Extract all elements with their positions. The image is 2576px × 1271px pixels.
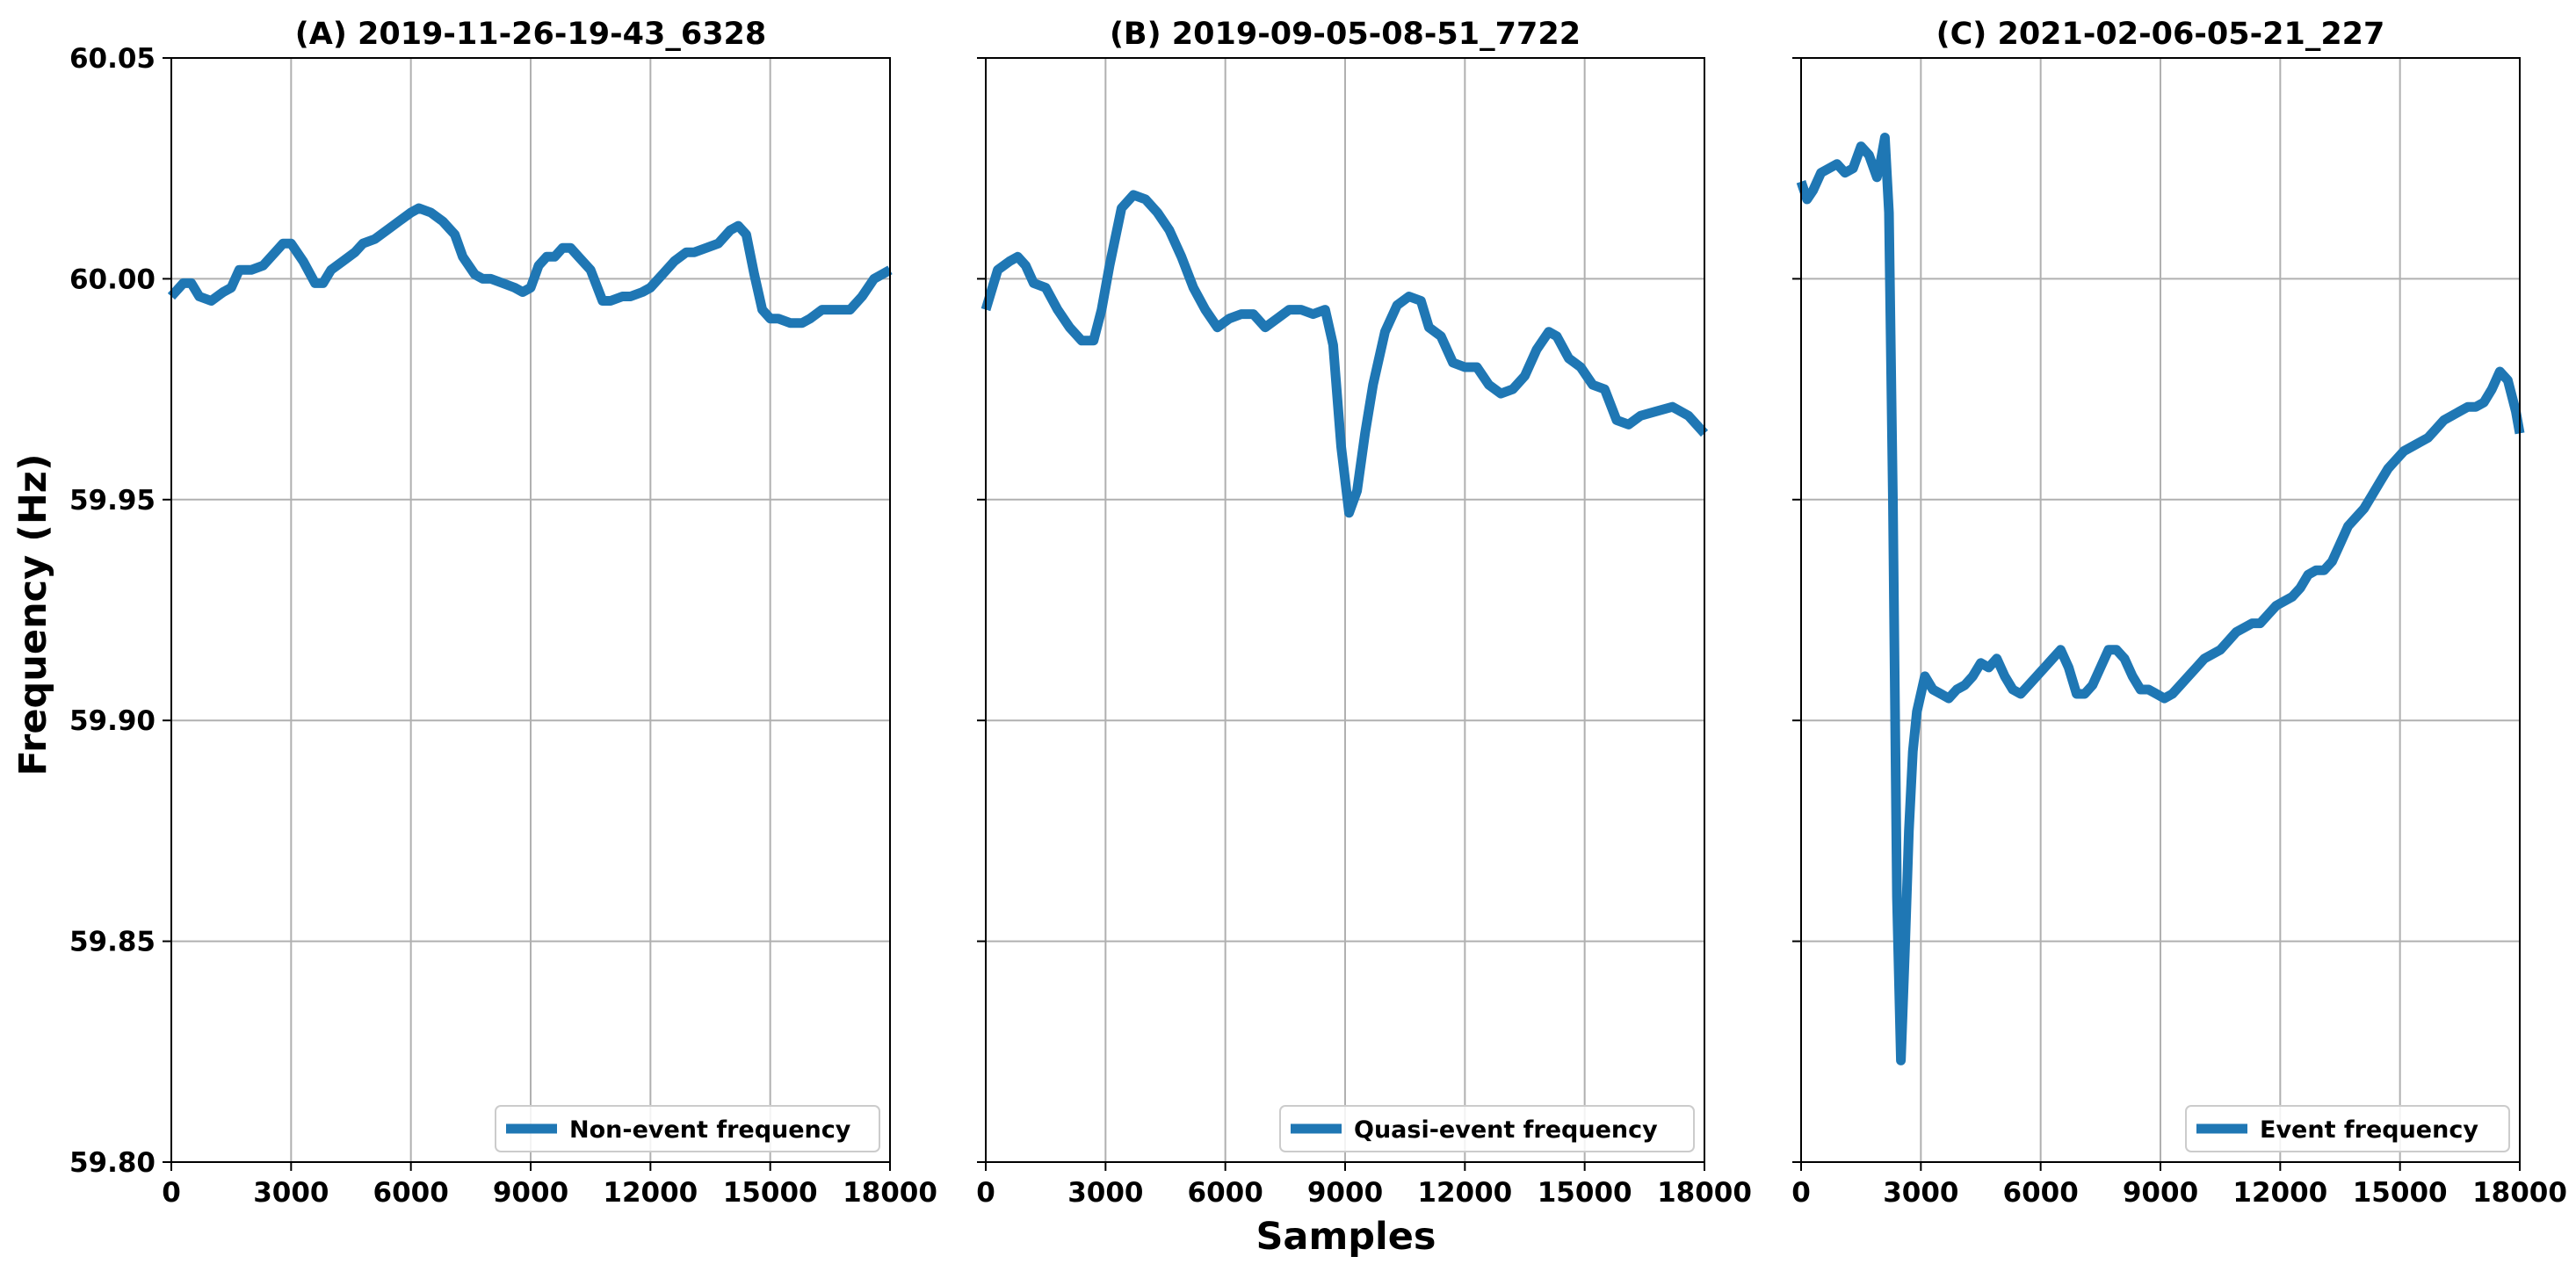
x-tick-label: 15000 [1538, 1177, 1632, 1209]
x-tick-label: 6000 [2003, 1177, 2079, 1209]
x-tick-label: 18000 [843, 1177, 937, 1209]
x-tick-label: 15000 [723, 1177, 818, 1209]
x-tick-label: 12000 [603, 1177, 698, 1209]
chart-panels: 0 3000 6000 9000 12000 15000 18000 59.80 59.85 59… [69, 17, 2567, 1209]
y-tick-label: 59.85 [69, 927, 156, 958]
x-tick-label: 0 [162, 1177, 181, 1209]
series-line-0 [980, 190, 1709, 518]
legend-box [495, 1105, 880, 1152]
y-tick-label: 59.80 [69, 1147, 156, 1179]
plot-frame [1800, 57, 2521, 1163]
legend-label: Quasi-event frequency [1354, 1116, 1658, 1144]
series-line-0 [1796, 133, 2525, 1065]
y-tick-label: 59.95 [69, 485, 156, 516]
figure-x-axis-label: Samples [1255, 1215, 1436, 1259]
chart-panel-2: 0 3000 6000 9000 12000 15000 18000 (C) 2021-02-… [1791, 17, 2567, 1209]
y-tick-label: 60.05 [69, 43, 156, 75]
plot-frame [985, 57, 1705, 1163]
x-tick-label: 9000 [2123, 1177, 2198, 1209]
series-line-0 [167, 203, 893, 329]
panel-title: (A) 2019-11-26-19-43_6328 [295, 17, 767, 52]
x-tick-label: 9000 [1307, 1177, 1383, 1209]
chart-panel-1: 0 3000 6000 9000 12000 15000 18000 (B) 2019-09-… [976, 17, 1752, 1209]
legend-box [2185, 1105, 2510, 1152]
x-tick-label: 12000 [1417, 1177, 1512, 1209]
legend-label: Non-event frequency [569, 1116, 851, 1144]
x-tick-label: 15000 [2353, 1177, 2448, 1209]
x-tick-label: 0 [1791, 1177, 1811, 1209]
x-tick-label: 3000 [1883, 1177, 1958, 1209]
chart-panel-0: 0 3000 6000 9000 12000 15000 18000 59.80 59.85 59… [69, 17, 937, 1209]
figure-y-axis-label: Frequency (Hz) [11, 454, 55, 776]
y-tick-label: 59.90 [69, 705, 156, 737]
panel-title: (B) 2019-09-05-08-51_7722 [1110, 17, 1581, 52]
x-tick-label: 0 [976, 1177, 995, 1209]
x-tick-label: 18000 [1657, 1177, 1752, 1209]
x-tick-label: 12000 [2232, 1177, 2327, 1209]
legend-label: Event frequency [2260, 1116, 2478, 1144]
x-tick-label: 9000 [493, 1177, 568, 1209]
plot-frame [170, 57, 891, 1163]
x-tick-label: 6000 [373, 1177, 449, 1209]
x-tick-label: 3000 [253, 1177, 329, 1209]
x-tick-label: 3000 [1067, 1177, 1143, 1209]
panel-title: (C) 2021-02-06-05-21_227 [1936, 17, 2385, 52]
legend-box [1279, 1105, 1695, 1152]
x-tick-label: 6000 [1188, 1177, 1263, 1209]
y-tick-label: 60.00 [69, 264, 156, 295]
x-tick-label: 18000 [2472, 1177, 2567, 1209]
